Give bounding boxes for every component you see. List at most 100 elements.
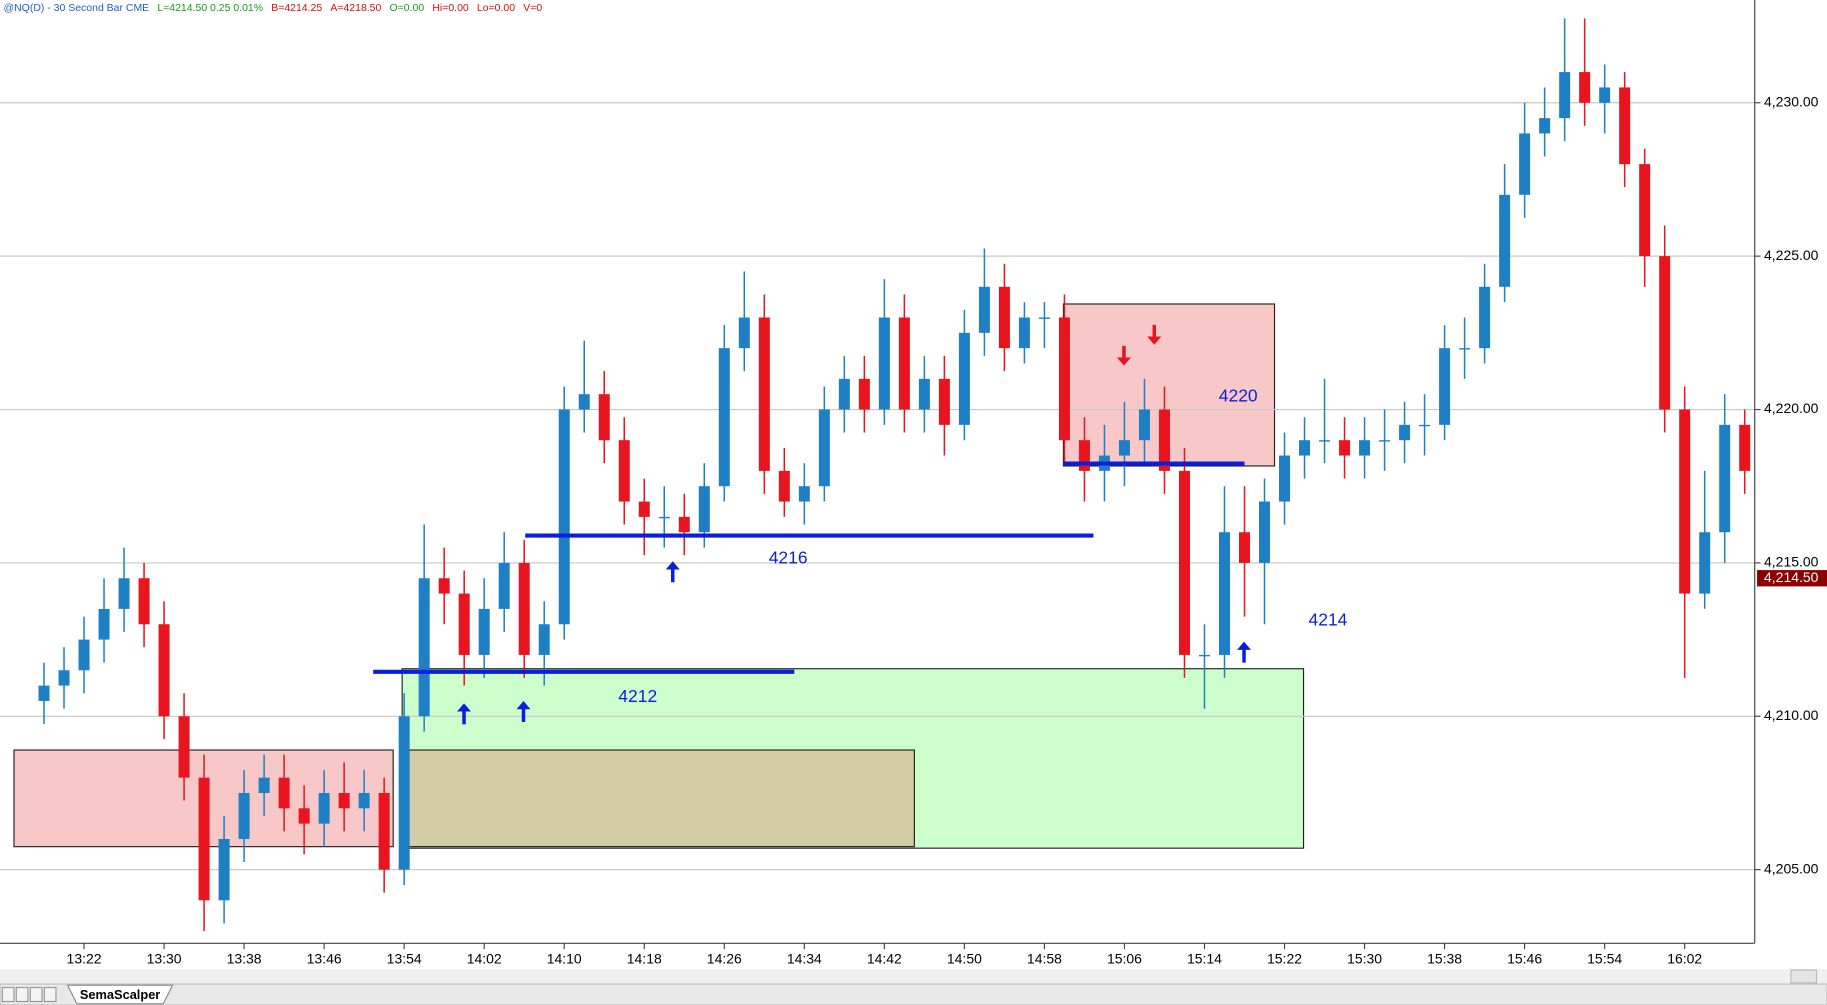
candle-body — [818, 409, 830, 487]
candle-body — [118, 578, 130, 609]
x-tick-label: 14:50 — [947, 950, 982, 966]
candle-body — [1279, 455, 1291, 502]
buy-arrow — [516, 701, 531, 723]
candle-body — [458, 593, 470, 655]
signal-arrows — [457, 324, 1252, 725]
x-tick-label: 14:42 — [867, 950, 902, 966]
candle-body — [978, 286, 990, 333]
candle-body — [1158, 409, 1170, 471]
candle-body — [1218, 532, 1230, 655]
candle-body — [1519, 133, 1531, 195]
candle-body — [1499, 194, 1511, 287]
candle-body — [1339, 440, 1351, 456]
x-tick-label: 15:30 — [1347, 950, 1382, 966]
candle-body — [1459, 348, 1471, 350]
grid — [0, 102, 1755, 871]
candle-body — [618, 440, 630, 502]
candle-body — [778, 470, 790, 502]
candle-body — [938, 378, 950, 425]
buy-arrow — [1237, 641, 1252, 663]
nav-last[interactable] — [43, 986, 57, 1003]
candle-body — [858, 378, 870, 410]
nav-next[interactable] — [29, 986, 43, 1003]
x-tick-label: 15:38 — [1427, 950, 1462, 966]
candle-body — [698, 486, 710, 533]
header-segment: O=0.00 — [390, 3, 425, 14]
scroll-strip — [0, 968, 1827, 985]
candle-body — [1118, 440, 1130, 456]
candle-body — [518, 562, 530, 655]
candle-body — [198, 777, 210, 901]
candles — [38, 18, 1751, 932]
level-label: 4212 — [618, 686, 657, 706]
last-price-badge — [1757, 570, 1827, 587]
candle-body — [718, 348, 730, 487]
header-segment: V=0 — [523, 3, 542, 14]
candle-body — [418, 578, 430, 717]
x-tick-label: 13:46 — [307, 950, 342, 966]
candle-body — [1679, 409, 1691, 594]
sell-arrow — [1116, 345, 1131, 366]
x-tick-label: 16:02 — [1667, 950, 1702, 966]
candle-body — [1739, 424, 1751, 471]
candle-body — [338, 792, 350, 809]
x-tick-label: 15:54 — [1587, 950, 1622, 966]
candle-body — [1379, 440, 1391, 442]
header-segment: L=4214.50 0.25 0.01% — [157, 3, 263, 14]
candle-body — [278, 777, 290, 809]
candle-body — [438, 578, 450, 594]
x-tick-label: 15:14 — [1187, 950, 1222, 966]
candle-body — [578, 394, 590, 410]
nav-first[interactable] — [1, 986, 15, 1003]
y-tick-label: 4,225.00 — [1764, 247, 1819, 263]
tab[interactable] — [66, 984, 174, 1005]
candle-body — [1659, 256, 1671, 410]
header-segment: Lo=0.00 — [477, 3, 515, 14]
candle-body — [318, 792, 330, 824]
level-label: 4216 — [769, 548, 808, 568]
candle-body — [658, 516, 670, 519]
candle-body — [1138, 409, 1150, 441]
candle-body — [1078, 440, 1090, 471]
candle-body — [1299, 440, 1311, 456]
candle-body — [1359, 440, 1371, 456]
candle-body — [1439, 348, 1451, 425]
tab-label[interactable]: SemaScalper — [80, 987, 160, 1002]
candle-body — [298, 808, 310, 824]
candle-body — [218, 838, 230, 901]
x-tick-label: 14:58 — [1027, 950, 1062, 966]
candle-body — [1239, 532, 1251, 563]
candle-body — [158, 624, 170, 717]
header-segment: A=4218.50 — [330, 3, 381, 14]
x-tick-label: 14:02 — [467, 950, 502, 966]
candle-body — [358, 792, 370, 809]
buy-arrow — [457, 703, 472, 725]
nav-prev[interactable] — [15, 986, 29, 1003]
y-tick-label: 4,210.00 — [1764, 707, 1819, 723]
candle-body — [1178, 470, 1190, 655]
y-tick-label: 4,205.00 — [1764, 860, 1819, 876]
candle-body — [798, 486, 810, 502]
header-segment: B=4214.25 — [271, 3, 322, 14]
candle-body — [1259, 501, 1271, 563]
x-tick-label: 14:34 — [787, 950, 822, 966]
candle-body — [1058, 317, 1070, 441]
candle-body — [378, 792, 390, 870]
buy-arrow — [665, 561, 680, 583]
candle-body — [238, 792, 250, 839]
candle-body — [38, 685, 50, 701]
candle-body — [1419, 424, 1431, 427]
scroll-thumb[interactable] — [1790, 969, 1818, 984]
candle-body — [98, 608, 110, 640]
candle-body — [838, 378, 850, 410]
y-tick-label: 4,215.00 — [1764, 554, 1819, 570]
candle-body — [1579, 72, 1591, 103]
candle-body — [1619, 87, 1631, 165]
header-segment: @NQ(D) - 30 Second Bar CME — [3, 3, 149, 14]
candle-body — [1719, 424, 1731, 533]
candle-body — [1639, 164, 1651, 257]
x-tick-label: 14:26 — [707, 950, 742, 966]
level-label: 4220 — [1219, 386, 1258, 406]
